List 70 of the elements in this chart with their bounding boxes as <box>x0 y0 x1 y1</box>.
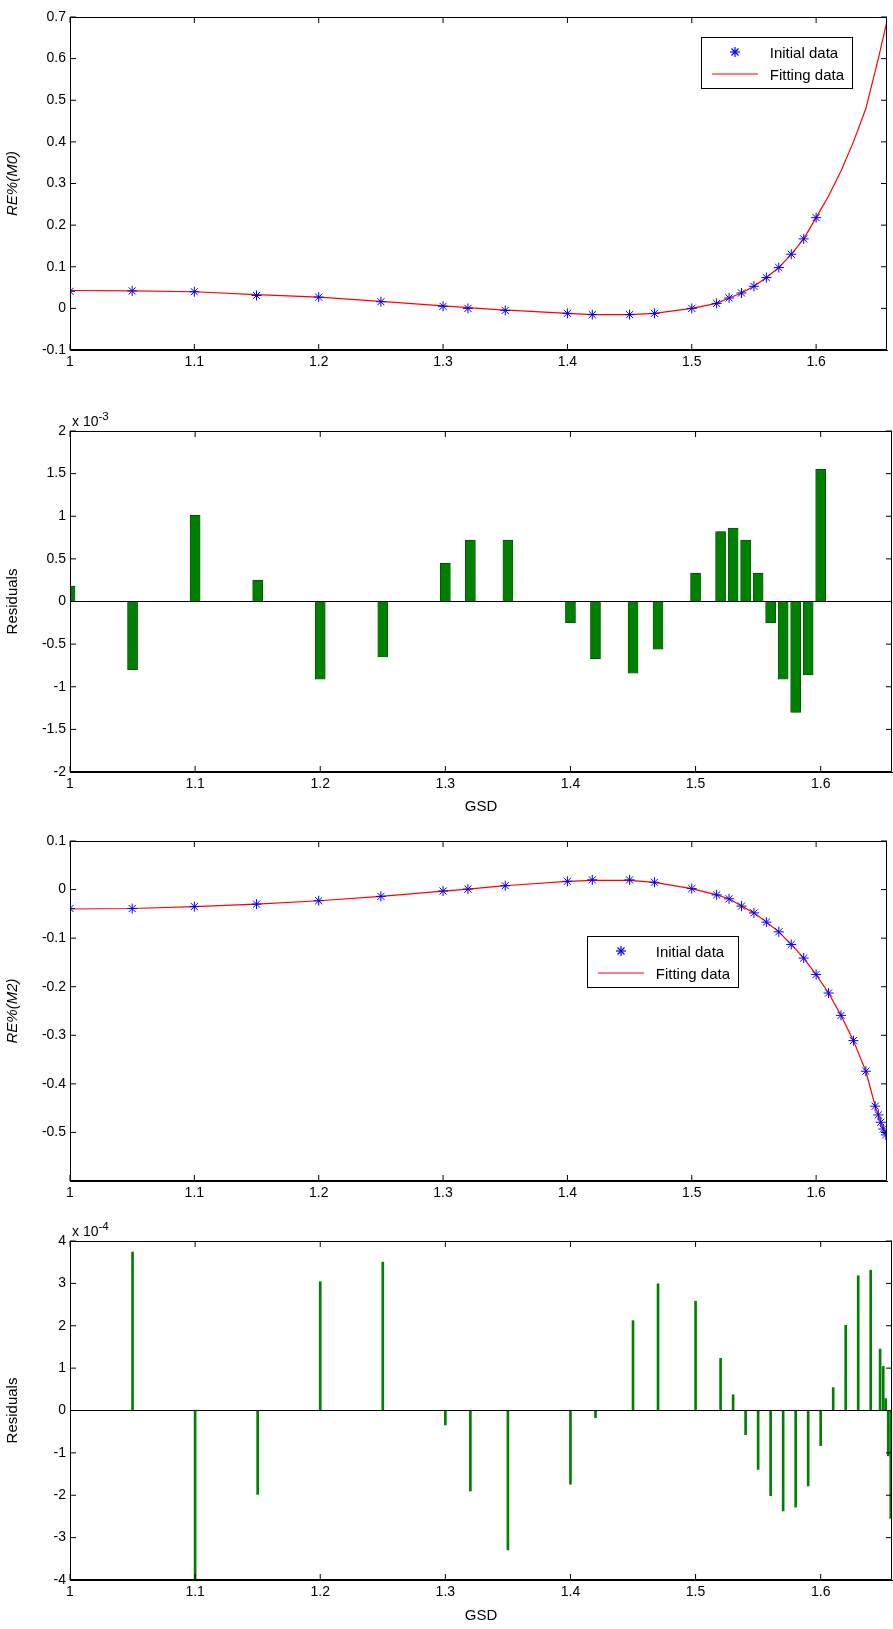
x-tick-label: 1.1 <box>184 353 205 370</box>
y-tick-label: -1 <box>53 1443 67 1460</box>
x-axis-title: GSD <box>464 797 498 815</box>
y-tick-label: 0.3 <box>46 174 67 191</box>
y-tick-label: 0.5 <box>46 549 67 566</box>
legend-label: Initial data <box>769 43 839 61</box>
y-tick-label: 0.5 <box>46 91 67 108</box>
y-tick-label: -0.1 <box>41 929 67 945</box>
x-tick-label: 1.4 <box>560 775 581 792</box>
y-tick-label: -4 <box>53 1570 67 1587</box>
legend-label: Fitting data <box>769 65 844 83</box>
x-tick-label: 1.3 <box>433 1184 453 1201</box>
x-tick-label: 1.6 <box>806 1184 827 1201</box>
x-tick-label: 1.5 <box>682 1184 702 1201</box>
x-tick-label: 1.2 <box>308 353 329 370</box>
legend-label: Initial data <box>655 942 725 960</box>
y-tick-label: 4 <box>58 1231 67 1248</box>
y-tick-label: -0.1 <box>41 340 67 357</box>
y-tick-label: -0.4 <box>41 1074 67 1091</box>
x-tick-label: 1.2 <box>310 1583 331 1600</box>
y-axis-title: Residuals <box>3 568 21 635</box>
y-tick-label: 0.4 <box>46 132 67 149</box>
x-tick-label: 1.5 <box>685 1583 706 1600</box>
x-tick-label: 1.1 <box>185 1583 206 1600</box>
y-tick-label: -2 <box>53 1486 67 1503</box>
y-tick-label: 0.6 <box>46 49 67 66</box>
x-tick-label: 1.2 <box>310 775 331 792</box>
x-tick-label: 1.2 <box>308 1184 329 1201</box>
x-tick-label: 1.1 <box>185 775 206 792</box>
x-tick-label: 1.4 <box>557 353 578 370</box>
y-axis-title: Residuals <box>3 1377 21 1444</box>
y-tick-label: 1 <box>58 507 67 524</box>
x-tick-label: 1.3 <box>433 353 453 370</box>
x-tick-label: 1.6 <box>810 1583 831 1600</box>
y-tick-label: 3 <box>58 1274 67 1291</box>
y-tick-label: -0.5 <box>41 1123 67 1140</box>
y-tick-label: 2 <box>58 1316 67 1333</box>
y-tick-label: 0 <box>58 1401 67 1418</box>
y-tick-label: -2 <box>53 762 67 779</box>
y-axis-title: RE%(M0) <box>3 150 21 217</box>
y-tick-label: -1.5 <box>41 720 67 737</box>
y-tick-label: 2 <box>58 421 67 438</box>
y-tick-label: 0.7 <box>46 7 67 24</box>
y-tick-label: -0.2 <box>41 977 67 994</box>
x-tick-label: 1.5 <box>685 775 706 792</box>
y-tick-label: -0.5 <box>41 634 67 651</box>
x-tick-label: 1.3 <box>435 1583 456 1600</box>
y-tick-label: -0.3 <box>41 1026 67 1043</box>
x-tick-label: 1.3 <box>435 775 456 792</box>
y-tick-label: 1 <box>58 1358 67 1375</box>
y-tick-label: 0.2 <box>46 215 67 232</box>
y-tick-label: 0 <box>58 299 67 316</box>
legend-label: Fitting data <box>655 964 730 982</box>
text: x 10$^{-3}$ <box>72 409 109 429</box>
x-tick-label: 1.4 <box>560 1583 581 1600</box>
x-tick-label: 1.1 <box>184 1184 205 1201</box>
y-tick-label: 0.1 <box>46 257 67 274</box>
x-axis-title: GSD <box>464 1606 498 1624</box>
x-tick-label: 1.5 <box>682 353 702 370</box>
y-tick-label: -1 <box>53 677 67 694</box>
y-axis-title: RE%(M2) <box>3 978 21 1044</box>
x-tick-label: 1.6 <box>806 353 827 370</box>
x-tick-label: 1.4 <box>557 1184 578 1201</box>
x-tick-label: 1.6 <box>810 775 831 792</box>
text: x 10$^{-4}$ <box>72 1219 109 1239</box>
y-tick-label: 0 <box>58 592 67 609</box>
y-tick-label: 0 <box>58 880 67 897</box>
y-tick-label: 1.5 <box>46 464 67 481</box>
y-tick-label: -3 <box>53 1528 67 1545</box>
y-tick-label: 0.1 <box>46 831 67 848</box>
